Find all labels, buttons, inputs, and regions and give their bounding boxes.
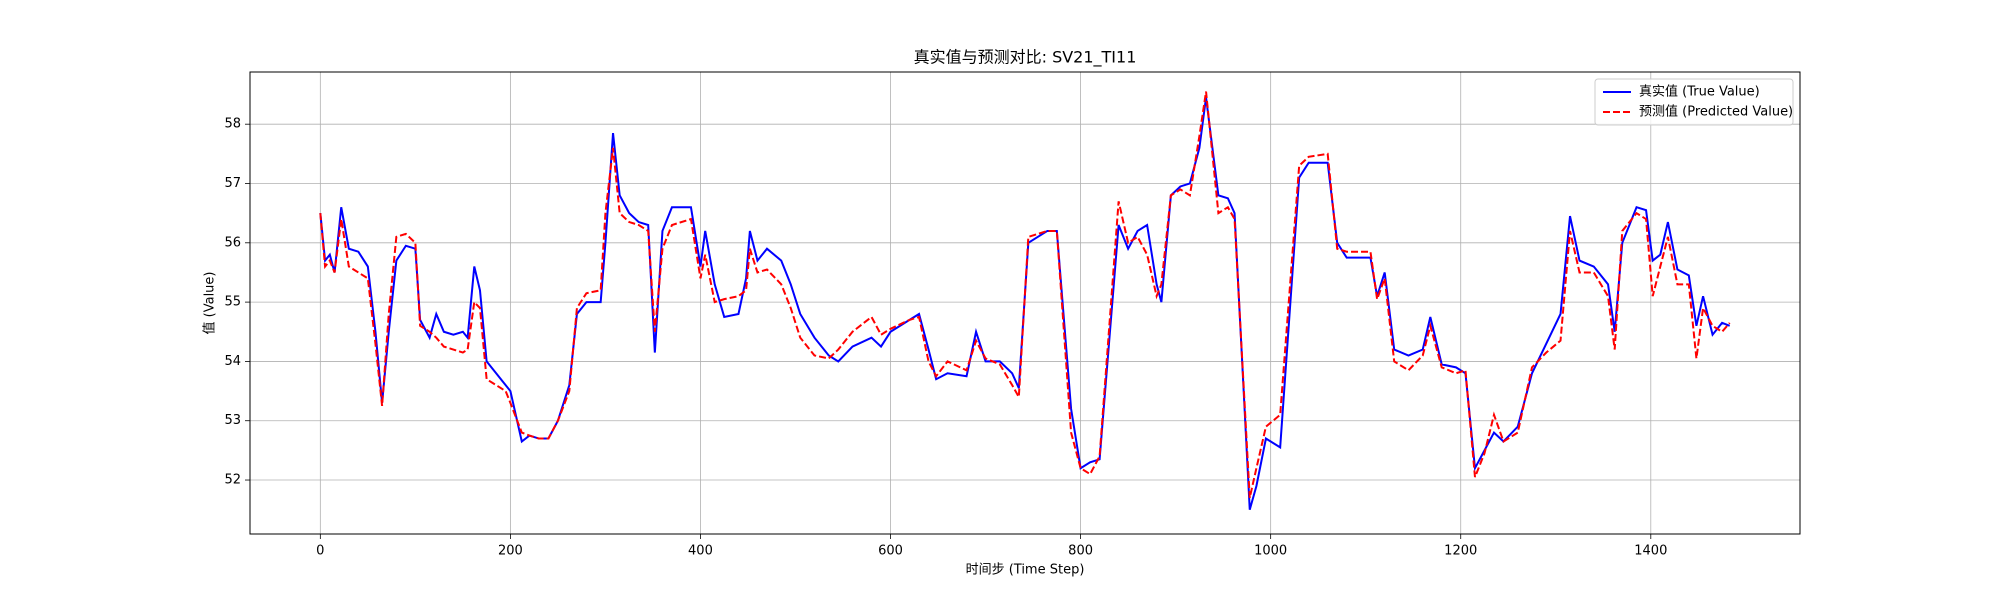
x-tick-label: 1000 bbox=[1254, 544, 1287, 559]
x-tick-label: 400 bbox=[688, 544, 713, 559]
legend-label: 真实值 (True Value) bbox=[1639, 84, 1760, 100]
x-tick-label: 800 bbox=[1068, 544, 1093, 559]
legend-label: 预测值 (Predicted Value) bbox=[1639, 104, 1793, 120]
y-axis-label: 值 (Value) bbox=[202, 272, 218, 335]
y-tick-label: 54 bbox=[224, 354, 241, 369]
plot-frame bbox=[249, 71, 1801, 535]
chart-title: 真实值与预测对比: SV21_TI11 bbox=[914, 48, 1137, 68]
data-line bbox=[319, 91, 1731, 499]
legend-box bbox=[1594, 78, 1794, 126]
x-tick-label: 1200 bbox=[1444, 544, 1477, 559]
y-tick-label: 57 bbox=[224, 176, 241, 191]
x-tick-label: 600 bbox=[878, 544, 903, 559]
y-tick-label: 55 bbox=[224, 295, 241, 310]
x-tick-label: 0 bbox=[316, 544, 324, 559]
y-tick-label: 52 bbox=[224, 473, 241, 488]
y-tick-label: 58 bbox=[224, 117, 241, 132]
x-tick-label: 1400 bbox=[1634, 544, 1667, 559]
y-tick-label: 53 bbox=[224, 413, 241, 428]
x-tick-label: 200 bbox=[498, 544, 523, 559]
y-tick-label: 56 bbox=[224, 235, 241, 250]
x-axis-label: 时间步 (Time Step) bbox=[966, 563, 1085, 578]
